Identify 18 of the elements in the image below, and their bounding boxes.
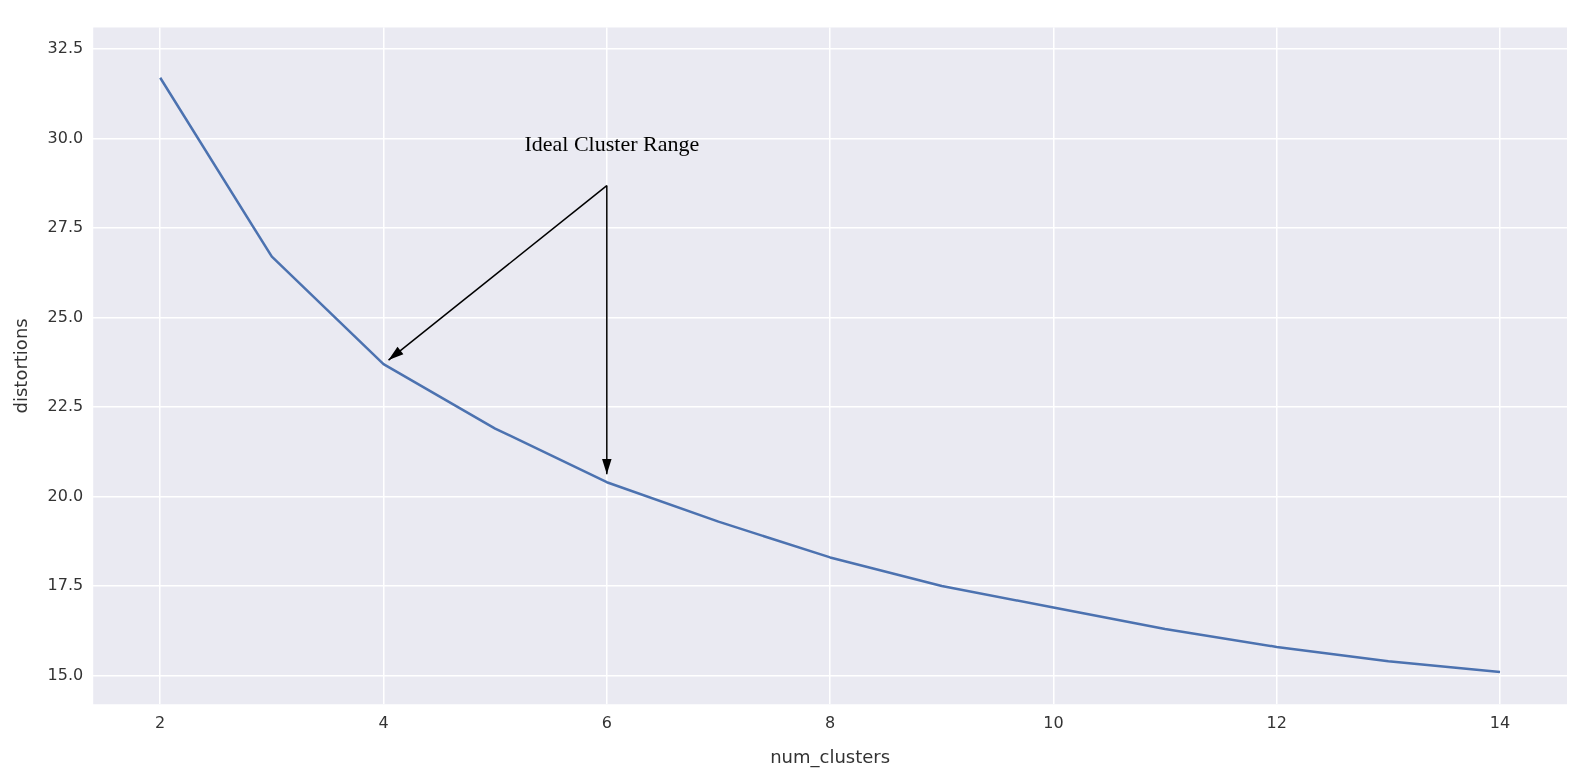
y-tick-label: 32.5 bbox=[47, 38, 84, 58]
x-tick-label: 14 bbox=[1489, 712, 1511, 732]
x-tick-label: 8 bbox=[825, 712, 836, 732]
y-tick-label: 22.5 bbox=[47, 396, 84, 416]
x-tick-label: 2 bbox=[155, 712, 166, 732]
y-tick-label: 25.0 bbox=[47, 306, 84, 326]
annotation: Ideal Cluster Range bbox=[524, 131, 700, 157]
x-axis-title: num_clusters bbox=[770, 745, 891, 768]
y-axis-title: distortions bbox=[10, 318, 32, 414]
x-tick-label: 6 bbox=[601, 712, 612, 732]
y-tick-label: 20.0 bbox=[47, 485, 84, 505]
x-tick-label: 10 bbox=[1043, 712, 1064, 732]
x-tick-label: 12 bbox=[1266, 712, 1287, 732]
y-tick-label: 27.5 bbox=[47, 217, 84, 237]
x-tick-label: 4 bbox=[378, 712, 389, 732]
y-tick-label: 15.0 bbox=[47, 664, 84, 684]
y-tick-label: 17.5 bbox=[47, 575, 84, 595]
y-tick-label: 30.0 bbox=[47, 127, 84, 147]
